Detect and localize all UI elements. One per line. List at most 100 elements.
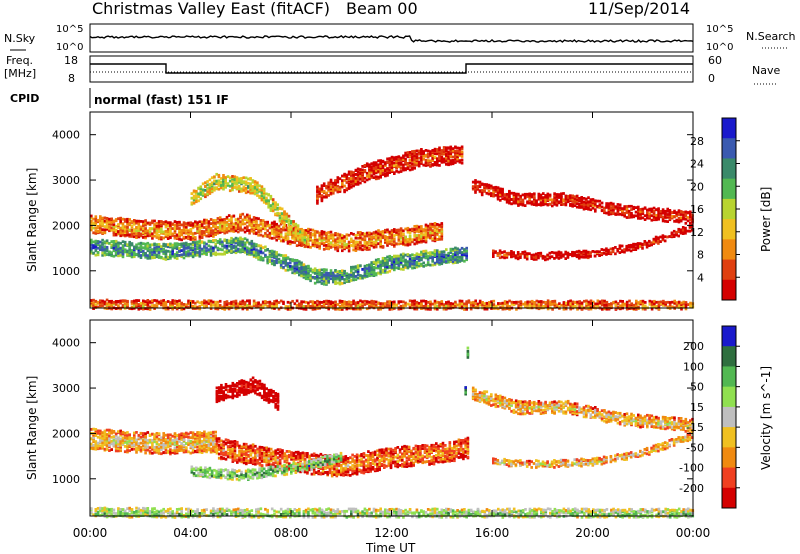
power-echo-cell bbox=[350, 180, 353, 184]
power-echo-cell bbox=[589, 204, 593, 208]
power-echo-cell bbox=[148, 227, 152, 231]
power-echo-cell bbox=[347, 275, 351, 279]
power-echo-cell bbox=[521, 202, 525, 206]
power-echo-cell bbox=[318, 241, 321, 245]
power-echo-cell bbox=[384, 237, 387, 241]
power-echo-cell bbox=[166, 230, 170, 233]
power-echo-cell bbox=[492, 253, 495, 256]
power-echo-cell bbox=[180, 304, 183, 308]
power-echo-cell bbox=[487, 186, 491, 190]
power-echo-cell bbox=[235, 182, 239, 186]
power-echo-cell bbox=[240, 177, 243, 180]
power-echo-cell bbox=[381, 245, 385, 248]
power-echo-cell bbox=[670, 234, 674, 237]
power-echo-cell bbox=[194, 231, 197, 235]
power-echo-cell bbox=[542, 198, 545, 202]
power-echo-cell bbox=[399, 307, 403, 311]
power-echo-cell bbox=[454, 161, 457, 164]
power-echo-cell bbox=[286, 307, 290, 311]
power-echo-cell bbox=[352, 278, 355, 282]
power-echo-cell bbox=[302, 242, 306, 246]
power-echo-cell bbox=[268, 303, 272, 307]
power-echo-cell bbox=[222, 174, 225, 177]
power-echo-cell bbox=[424, 253, 428, 257]
power-echo-cell bbox=[625, 207, 629, 211]
power-echo-cell bbox=[225, 215, 229, 219]
power-echo-cell bbox=[354, 176, 358, 180]
power-echo-cell bbox=[275, 258, 278, 261]
power-echo-cell bbox=[279, 239, 283, 243]
power-echo-cell bbox=[338, 244, 342, 248]
power-echo-cell bbox=[465, 246, 468, 250]
power-echo-cell bbox=[539, 251, 543, 255]
power-echo-cell bbox=[94, 253, 98, 257]
power-echo-cell bbox=[256, 194, 259, 197]
power-echo-cell bbox=[420, 307, 423, 310]
power-echo-cell bbox=[198, 305, 202, 308]
power-echo-cell bbox=[327, 280, 330, 284]
power-echo-cell bbox=[187, 251, 190, 255]
power-echo-cell bbox=[130, 253, 134, 256]
power-echo-cell bbox=[368, 304, 371, 307]
power-echo-cell bbox=[424, 229, 428, 233]
power-echo-cell bbox=[440, 149, 444, 152]
power-echo-cell bbox=[436, 150, 439, 153]
power-echo-cell bbox=[539, 201, 543, 204]
power-echo-cell bbox=[359, 241, 362, 244]
power-echo-cell bbox=[361, 300, 364, 304]
power-echo-cell bbox=[526, 192, 529, 196]
power-echo-cell bbox=[347, 172, 351, 176]
power-echo-cell bbox=[253, 189, 257, 193]
power-echo-cell bbox=[399, 304, 403, 308]
power-echo-cell bbox=[155, 226, 159, 230]
power-echo-cell bbox=[130, 233, 134, 237]
power-echo-cell bbox=[175, 221, 179, 224]
power-echo-cell bbox=[200, 247, 204, 251]
power-echo-cell bbox=[207, 229, 211, 232]
power-echo-cell bbox=[189, 242, 193, 246]
power-echo-cell bbox=[289, 232, 292, 236]
power-echo-cell bbox=[496, 186, 500, 190]
power-echo-cell bbox=[404, 151, 407, 155]
power-echo-cell bbox=[350, 275, 353, 279]
power-echo-cell bbox=[90, 304, 93, 307]
power-echo-cell bbox=[311, 239, 315, 242]
power-echo-cell bbox=[178, 247, 181, 250]
power-echo-cell bbox=[215, 186, 218, 190]
power-echo-cell bbox=[343, 235, 346, 238]
power-echo-cell bbox=[329, 274, 333, 278]
power-echo-cell bbox=[562, 198, 565, 202]
power-echo-cell bbox=[413, 302, 416, 306]
power-echo-cell bbox=[402, 154, 405, 158]
power-echo-cell bbox=[137, 250, 141, 254]
power-echo-cell bbox=[206, 187, 209, 190]
power-echo-cell bbox=[191, 300, 195, 303]
power-echo-cell bbox=[198, 241, 202, 245]
power-echo-cell bbox=[338, 282, 342, 286]
power-echo-cell bbox=[257, 217, 260, 221]
power-echo-cell bbox=[379, 266, 382, 270]
power-echo-cell bbox=[402, 156, 405, 159]
power-echo-cell bbox=[343, 179, 346, 182]
power-echo-cell bbox=[320, 282, 324, 285]
power-echo-cell bbox=[420, 302, 423, 306]
power-echo-cell bbox=[160, 299, 163, 303]
power-echo-cell bbox=[234, 218, 238, 221]
power-echo-cell bbox=[241, 307, 245, 311]
power-echo-cell bbox=[307, 269, 310, 273]
power-echo-cell bbox=[424, 239, 428, 243]
power-echo-cell bbox=[399, 156, 403, 160]
power-echo-cell bbox=[363, 273, 367, 277]
power-echo-cell bbox=[217, 187, 221, 191]
power-echo-cell bbox=[164, 220, 168, 224]
power-echo-cell bbox=[372, 268, 376, 272]
power-echo-cell bbox=[377, 163, 380, 167]
power-echo-cell bbox=[309, 245, 312, 249]
power-echo-cell bbox=[185, 303, 188, 307]
power-echo-cell bbox=[300, 264, 303, 268]
power-echo-cell bbox=[359, 177, 362, 181]
power-echo-cell bbox=[397, 300, 401, 304]
power-echo-cell bbox=[661, 217, 665, 221]
power-echo-cell bbox=[178, 223, 181, 227]
power-echo-cell bbox=[575, 194, 579, 198]
